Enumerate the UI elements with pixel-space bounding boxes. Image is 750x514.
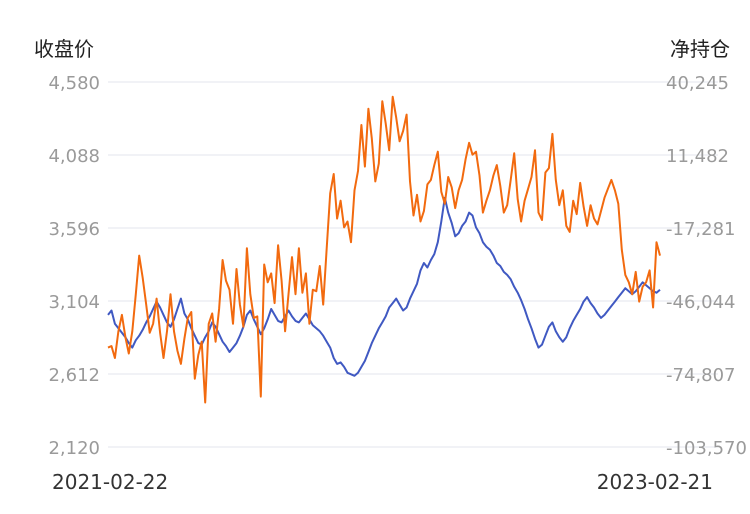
right-axis-title: 净持仓	[670, 37, 730, 61]
grid	[108, 81, 718, 448]
left-axis-title: 收盘价	[34, 37, 94, 61]
series-line-blue	[107, 196, 661, 377]
right-tick-label: -17,281	[666, 219, 735, 240]
left-tick-label: 3,596	[48, 219, 100, 240]
series	[107, 95, 661, 404]
right-tick-label: -103,570	[666, 438, 747, 459]
left-tick-label: 2,612	[48, 365, 100, 386]
right-tick-label: -46,044	[666, 292, 735, 313]
right-tick-label: -74,807	[666, 365, 735, 386]
left-tick-label: 4,088	[48, 146, 100, 167]
left-tick-label: 2,120	[48, 438, 100, 459]
right-tick-label: 11,482	[666, 146, 729, 167]
tick-labels: 4,580 40,245 4,088 11,482 3,596 -17,281 3,104 -…	[48, 73, 746, 459]
x-start-label: 2021-02-22	[52, 470, 168, 494]
series-line-orange	[107, 95, 661, 404]
x-end-label: 2023-02-21	[597, 470, 713, 494]
left-tick-label: 4,580	[48, 73, 100, 94]
right-tick-label: 40,245	[666, 73, 729, 94]
left-tick-label: 3,104	[48, 292, 100, 313]
